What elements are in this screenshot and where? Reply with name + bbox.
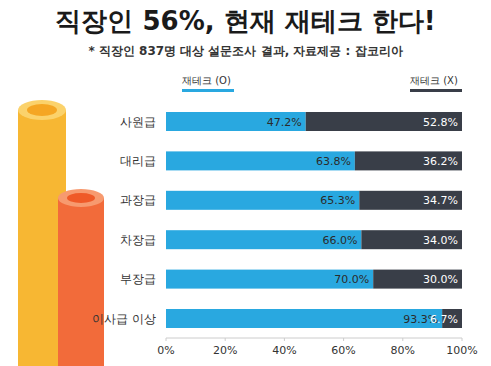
- bar: [359, 191, 462, 210]
- legend-swatch: [182, 89, 234, 92]
- bar: [166, 151, 355, 170]
- coin-top: [58, 189, 104, 207]
- tick: [343, 338, 344, 341]
- tick-label: 40%: [272, 344, 296, 357]
- axis-line: [166, 338, 462, 339]
- data-label: 6.7%: [430, 313, 458, 326]
- category-label: 사원급: [120, 115, 156, 129]
- category-label: 과장급: [120, 193, 156, 207]
- data-label: 47.2%: [267, 116, 302, 129]
- labels: 사원급 47.2% 52.8% 대리급 63.8% 36.2% 과장급 65.3% 34.7% 차…: [92, 115, 458, 326]
- tick: [284, 338, 285, 341]
- bar: [166, 309, 442, 328]
- chart: 직장인 56%, 현재 재테크 한다! * 직장인 837명 대상 설문조사 결과…: [0, 0, 491, 366]
- tick-label: 20%: [213, 344, 237, 357]
- data-label: 63.8%: [316, 155, 351, 168]
- tick: [225, 338, 226, 341]
- tick-label: 80%: [391, 344, 415, 357]
- coin-face: [27, 104, 57, 116]
- x-axis: 0% 20% 40% 60% 80% 100%: [157, 338, 477, 357]
- tick: [166, 338, 167, 341]
- bar: [166, 230, 361, 249]
- data-label: 65.3%: [320, 194, 355, 207]
- title: 직장인 56%, 현재 재테크 한다!: [55, 6, 435, 36]
- category-label: 이사급 이상: [92, 312, 156, 326]
- data-label: 34.0%: [423, 234, 458, 247]
- tick-label: 0%: [157, 344, 174, 357]
- coin-stack: [58, 198, 104, 366]
- data-label: 34.7%: [423, 194, 458, 207]
- data-label: 52.8%: [423, 116, 458, 129]
- subtitle: * 직장인 837명 대상 설문조사 결과, 자료제공 : 잡코리아: [88, 44, 402, 58]
- bar: [361, 230, 462, 249]
- data-label: 36.2%: [423, 155, 458, 168]
- tick: [402, 338, 403, 341]
- legend: 재테크 (O) 재테크 (X): [182, 75, 462, 92]
- bar: [306, 112, 462, 131]
- tick-label: 100%: [446, 344, 477, 357]
- category-label: 대리급: [120, 154, 156, 168]
- decoration: [18, 100, 104, 366]
- bar: [373, 270, 462, 289]
- data-label: 30.0%: [423, 273, 458, 286]
- bars: [166, 112, 462, 328]
- bar: [166, 270, 373, 289]
- category-label: 부장급: [120, 272, 156, 286]
- coin-face: [67, 193, 95, 203]
- tick-label: 60%: [331, 344, 355, 357]
- category-label: 차장급: [120, 233, 156, 247]
- tick: [462, 338, 463, 341]
- bar: [166, 112, 306, 131]
- data-label: 70.0%: [334, 273, 369, 286]
- legend-swatch: [410, 89, 462, 92]
- data-label: 66.0%: [322, 234, 357, 247]
- bar: [166, 191, 359, 210]
- coin-top: [18, 100, 66, 120]
- legend-label: 재테크 (X): [410, 75, 458, 86]
- bar: [355, 151, 462, 170]
- legend-label: 재테크 (O): [182, 75, 231, 86]
